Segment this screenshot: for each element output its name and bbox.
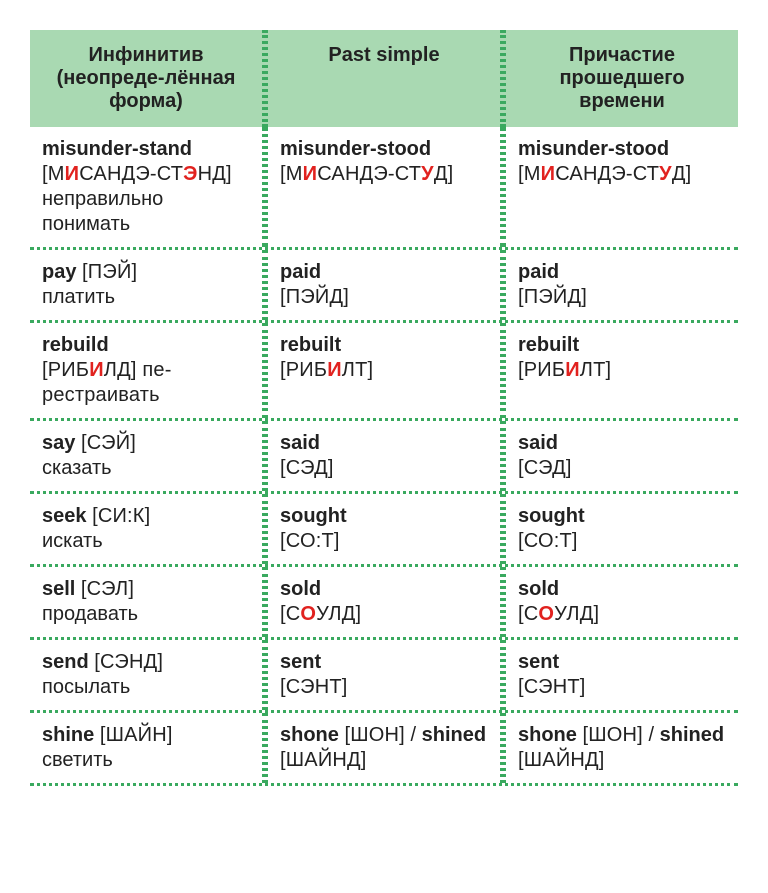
table-row: pay [ПЭЙ] платить paid [ПЭЙД] paid [ПЭЙД… [30, 250, 738, 323]
cell-past-participle: misunder-stood [МИСАНДЭ-СТУД] [503, 127, 738, 247]
header-past-participle: Причастие прошедшего времени [503, 30, 738, 127]
cell-past-simple: said [СЭД] [265, 421, 503, 491]
transcription: [ПЭЙД] [280, 286, 349, 308]
table-row: shine [ШАЙН] светить shone [ШОН] / shine… [30, 713, 738, 786]
header-infinitive: Инфинитив (неопреде-лённая форма) [30, 30, 265, 127]
translation-ru: сказать [42, 457, 112, 479]
cell-infinitive: pay [ПЭЙ] платить [30, 250, 265, 320]
table-header-row: Инфинитив (неопреде-лённая форма) Past s… [30, 30, 738, 127]
cell-past-simple: misunder-stood [МИСАНДЭ-СТУД] [265, 127, 503, 247]
transcription: [СО:Т] [280, 530, 340, 552]
word: paid [518, 261, 559, 283]
transcription: [ПЭЙ] [82, 261, 137, 283]
word: sell [42, 578, 75, 600]
word: misunder-stand [42, 138, 192, 160]
cell-past-simple: rebuilt [РИБИЛТ] [265, 323, 503, 418]
transcription: [ШАЙН] [100, 724, 173, 746]
cell-infinitive: say [СЭЙ] сказать [30, 421, 265, 491]
transcription: [СЭД] [280, 457, 334, 479]
table-row: sell [СЭЛ] продавать sold [СОУЛД] sold [… [30, 567, 738, 640]
cell-past-participle: paid [ПЭЙД] [503, 250, 738, 320]
translation-ru: светить [42, 749, 113, 771]
cell-past-participle: rebuilt [РИБИЛТ] [503, 323, 738, 418]
word: say [42, 432, 75, 454]
word: shone [518, 724, 577, 746]
word: misunder-stood [280, 138, 431, 160]
transcription: [СЭЛ] [81, 578, 134, 600]
transcription: [ПЭЙД] [518, 286, 587, 308]
transcription: [СИ:К] [92, 505, 150, 527]
header-past-simple: Past simple [265, 30, 503, 127]
cell-past-simple: sent [СЭНТ] [265, 640, 503, 710]
transcription: [МИСАНДЭ-СТУД] [518, 163, 691, 185]
table-row: rebuild [РИБИЛД] пе-рестраивать rebuilt … [30, 323, 738, 421]
cell-past-participle: said [СЭД] [503, 421, 738, 491]
cell-past-participle: sought [СО:Т] [503, 494, 738, 564]
word: rebuilt [280, 334, 341, 356]
transcription-alt: [ШАЙНД] [280, 749, 367, 771]
word: said [280, 432, 320, 454]
cell-infinitive: misunder-stand [МИСАНДЭ-СТЭНД] неправиль… [30, 127, 265, 247]
transcription: [РИБИЛТ] [280, 359, 373, 381]
word: shine [42, 724, 94, 746]
transcription: [СЭЙ] [81, 432, 136, 454]
cell-past-simple: paid [ПЭЙД] [265, 250, 503, 320]
cell-infinitive: shine [ШАЙН] светить [30, 713, 265, 783]
word: rebuild [42, 334, 109, 356]
word: sold [280, 578, 321, 600]
transcription: [ШОН] [582, 724, 642, 746]
word: said [518, 432, 558, 454]
cell-past-participle: sold [СОУЛД] [503, 567, 738, 637]
separator: / [410, 724, 421, 746]
translation-ru: неправильно понимать [42, 188, 163, 235]
transcription: [СЭНД] [94, 651, 163, 673]
cell-past-participle: shone [ШОН] / shined [ШАЙНД] [503, 713, 738, 783]
translation-ru: платить [42, 286, 115, 308]
word: sent [518, 651, 559, 673]
cell-past-simple: sought [СО:Т] [265, 494, 503, 564]
translation-ru: искать [42, 530, 103, 552]
word: sent [280, 651, 321, 673]
cell-past-simple: shone [ШОН] / shined [ШАЙНД] [265, 713, 503, 783]
cell-infinitive: sell [СЭЛ] продавать [30, 567, 265, 637]
word: sold [518, 578, 559, 600]
transcription: [СЭНТ] [518, 676, 586, 698]
table-row: misunder-stand [МИСАНДЭ-СТЭНД] неправиль… [30, 127, 738, 250]
translation-ru: продавать [42, 603, 138, 625]
word: sought [280, 505, 347, 527]
table-row: send [СЭНД] посылать sent [СЭНТ] sent [С… [30, 640, 738, 713]
word-alt: shined [422, 724, 486, 746]
transcription-alt: [ШАЙНД] [518, 749, 605, 771]
word: seek [42, 505, 87, 527]
cell-past-participle: sent [СЭНТ] [503, 640, 738, 710]
separator: / [648, 724, 659, 746]
word-alt: shined [660, 724, 724, 746]
table-row: seek [СИ:К] искать sought [СО:Т] sought … [30, 494, 738, 567]
transcription: [СО:Т] [518, 530, 578, 552]
cell-past-simple: sold [СОУЛД] [265, 567, 503, 637]
word: shone [280, 724, 339, 746]
transcription: [ШОН] [344, 724, 404, 746]
transcription: [РИБИЛД] пе-рестраивать [42, 359, 172, 406]
word: paid [280, 261, 321, 283]
transcription: [СЭНТ] [280, 676, 348, 698]
transcription: [МИСАНДЭ-СТЭНД] [42, 163, 232, 185]
table-row: say [СЭЙ] сказать said [СЭД] said [СЭД] [30, 421, 738, 494]
word: misunder-stood [518, 138, 669, 160]
word: send [42, 651, 89, 673]
word: rebuilt [518, 334, 579, 356]
transcription: [СЭД] [518, 457, 572, 479]
word: pay [42, 261, 76, 283]
transcription: [СОУЛД] [280, 603, 361, 625]
transcription: [РИБИЛТ] [518, 359, 611, 381]
cell-infinitive: rebuild [РИБИЛД] пе-рестраивать [30, 323, 265, 418]
cell-infinitive: send [СЭНД] посылать [30, 640, 265, 710]
word: sought [518, 505, 585, 527]
transcription: [СОУЛД] [518, 603, 599, 625]
verb-table: Инфинитив (неопреде-лённая форма) Past s… [30, 30, 738, 786]
cell-infinitive: seek [СИ:К] искать [30, 494, 265, 564]
transcription: [МИСАНДЭ-СТУД] [280, 163, 453, 185]
translation-ru: посылать [42, 676, 130, 698]
